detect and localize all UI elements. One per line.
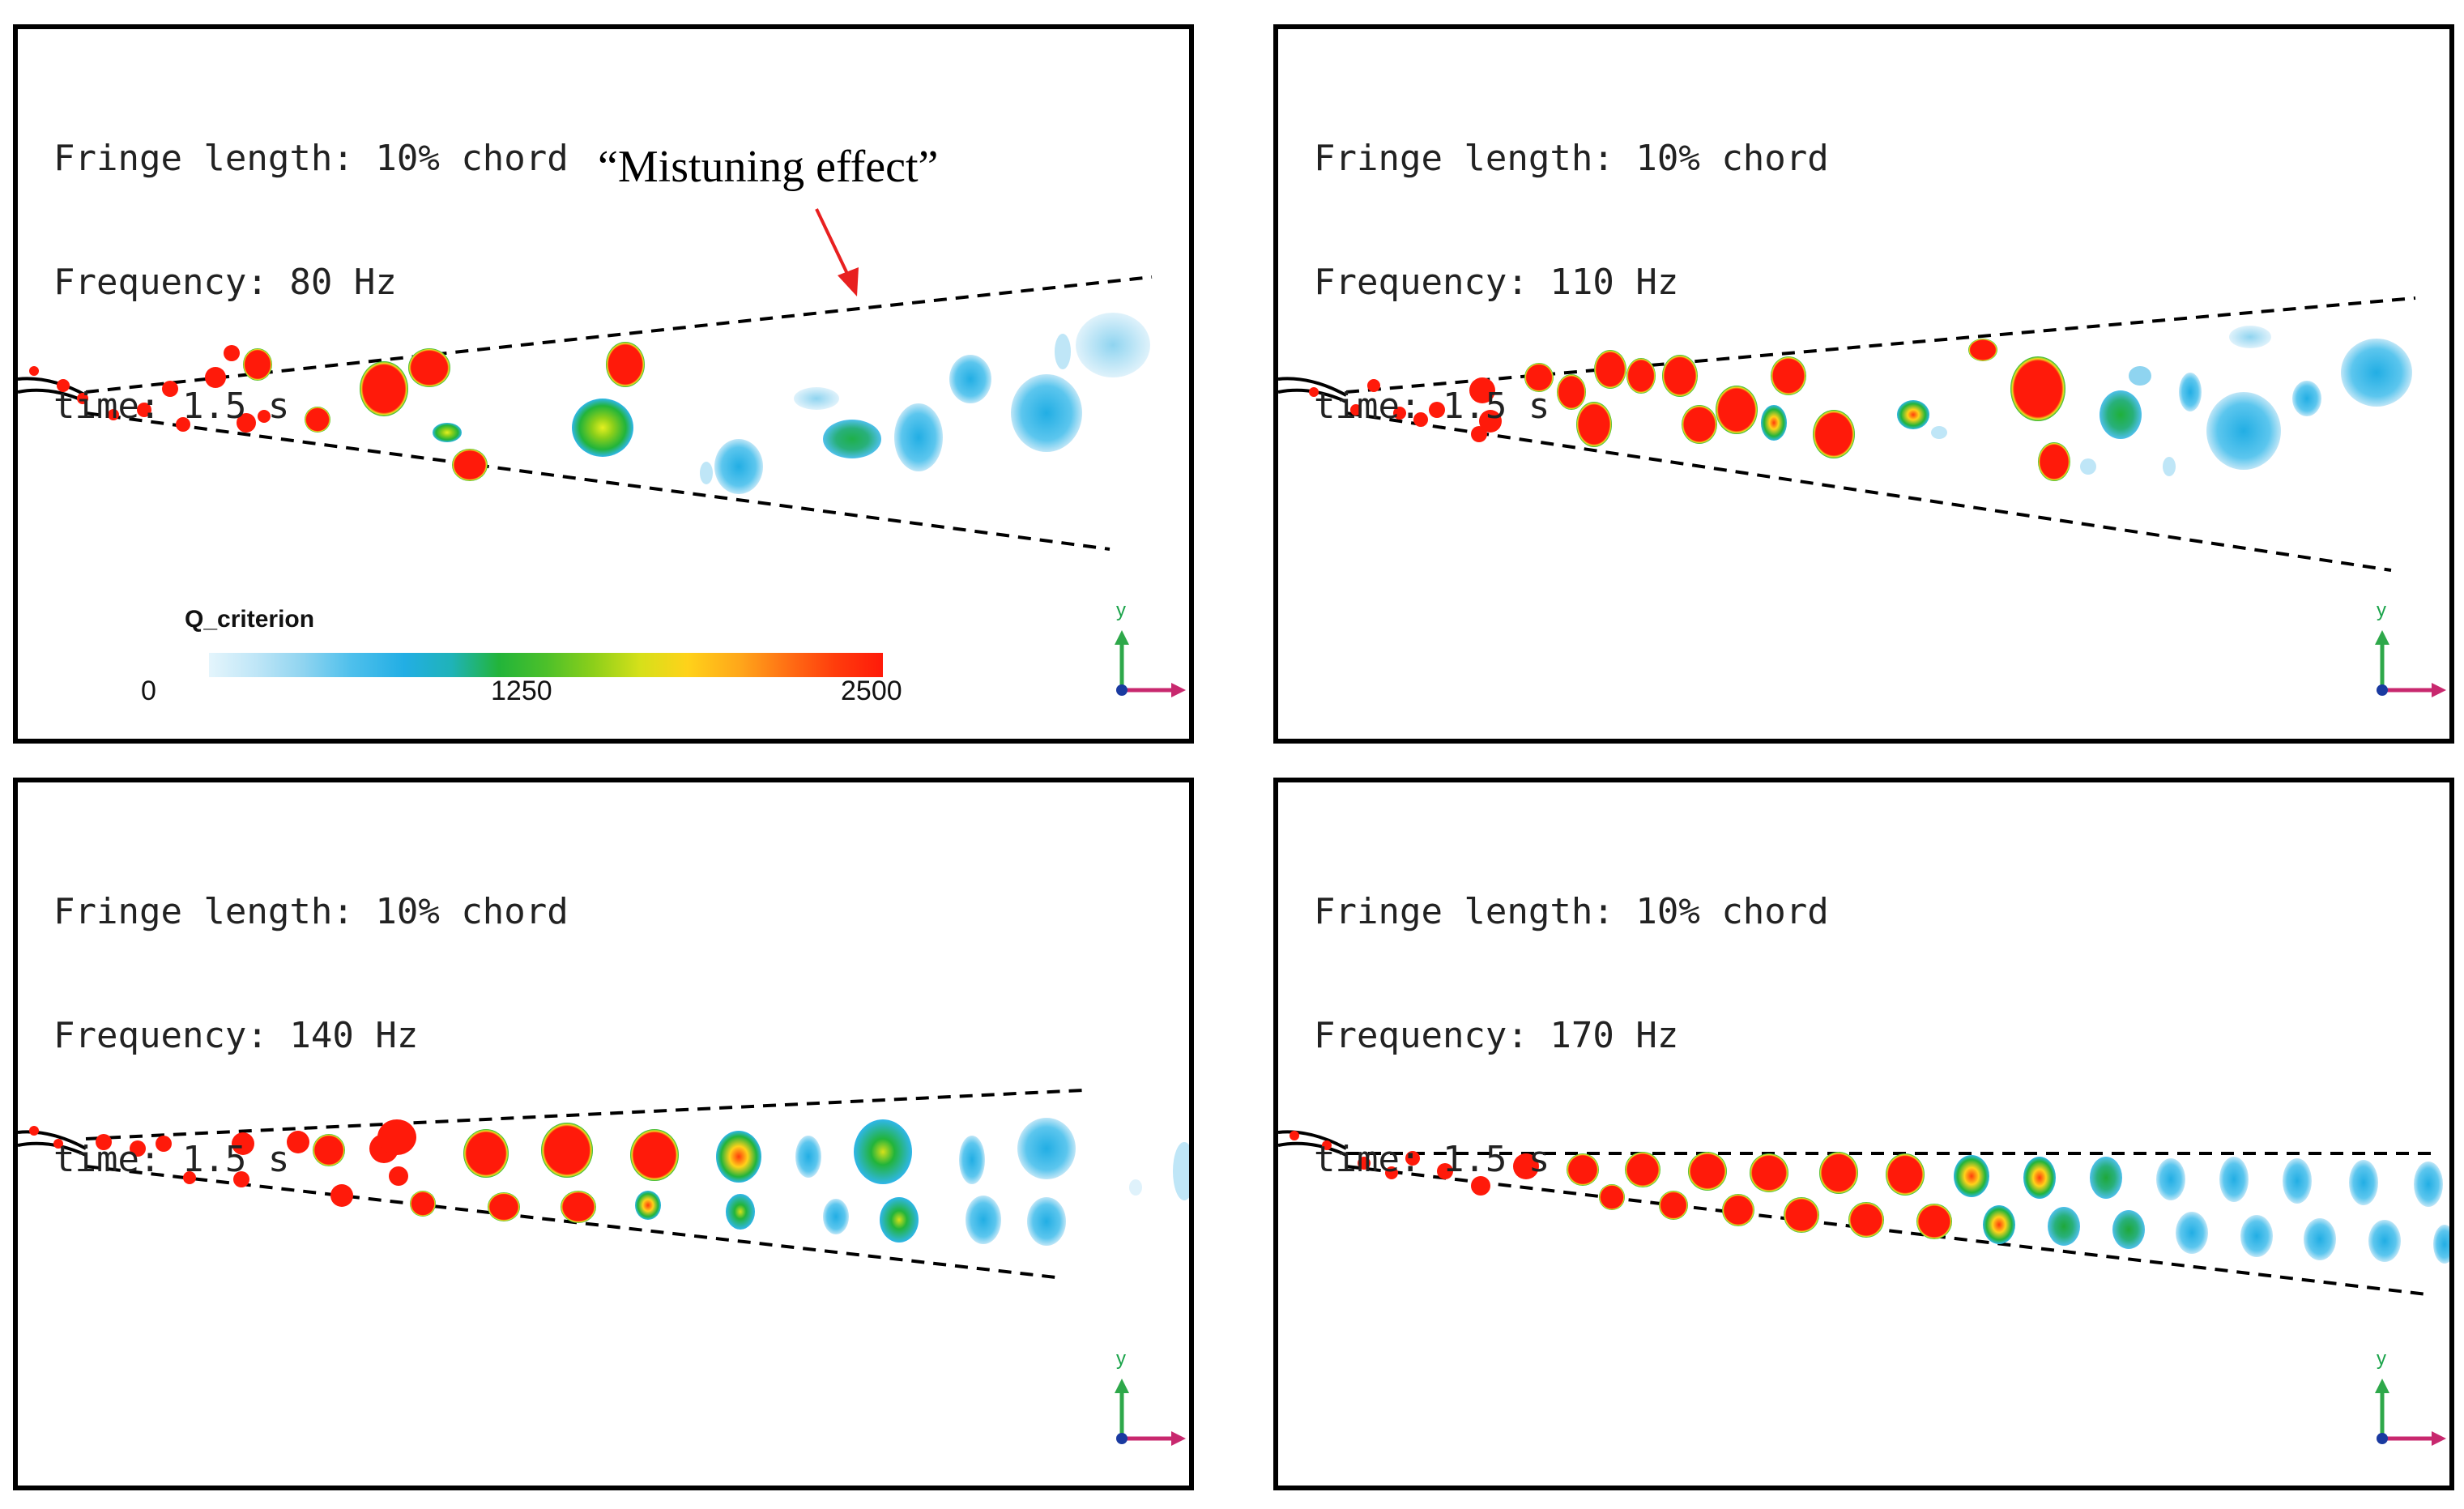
frequency-text: Frequency: 110 Hz [1314,262,1679,303]
colorbar-tick-max: 2500 [841,676,902,706]
fringe-length-text: Fringe length: 10% chord [53,138,569,179]
frequency-text: Frequency: 170 Hz [1314,1015,1679,1056]
axes-triad [2375,630,2446,697]
mistuning-effect-annotation: “Mistuning effect” [598,142,939,192]
wake-envelope-upper [1345,296,2416,394]
panel-80hz: Fringe length: 10% chord Frequency: 80 H… [13,24,1194,744]
vortex-field-170hz [1278,1130,2449,1446]
axes-triad [1115,1379,1186,1446]
vortex-cores [1309,326,2412,481]
panel-170hz: Fringe length: 10% chord Frequency: 170 … [1273,778,2454,1490]
time-text: time: 1.5 s [1314,1139,1550,1180]
axes-triad [1115,630,1186,697]
airfoil-trailing-edge [18,1130,87,1157]
annotation-arrow-head [838,267,859,296]
panel-170hz-params: Fringe length: 10% chord Frequency: 170 … [1314,808,1829,1263]
time-text: time: 1.5 s [53,386,290,427]
panel-110hz: Fringe length: 10% chord Frequency: 110 … [1273,24,2454,744]
axis-y-label: y [1116,1348,1126,1370]
airfoil-trailing-edge [1278,1130,1347,1157]
colorbar-gradient [209,653,883,677]
fringe-length-text: Fringe length: 10% chord [1314,138,1829,179]
vortex-field-110hz [1278,296,2446,697]
colorbar-title: Q_criterion [185,606,315,633]
frequency-text: Frequency: 80 Hz [53,262,397,303]
panel-80hz-params: Fringe length: 10% chord Frequency: 80 H… [53,55,569,509]
axis-y-label: y [2377,1348,2386,1370]
colorbar-tick-mid: 1250 [491,676,552,706]
fringe-length-text: Fringe length: 10% chord [1314,891,1829,932]
panel-140hz-params: Fringe length: 10% chord Frequency: 140 … [53,808,569,1263]
wake-envelope-upper [85,1089,1085,1140]
annotation-arrow-line [815,208,850,278]
frequency-text: Frequency: 140 Hz [53,1015,419,1056]
time-text: time: 1.5 s [53,1139,290,1180]
axis-y-label: y [2377,599,2386,621]
colorbar-tick-min: 0 [141,676,156,706]
vortex-field-80hz [18,208,1186,697]
time-text: time: 1.5 s [1314,386,1550,427]
vortex-field-140hz [18,1089,1189,1446]
axis-y-label: y [1116,599,1126,621]
wake-envelope-lower [1345,411,2392,572]
wake-envelope-lower [85,411,1111,551]
vortex-cores [1290,1131,2449,1264]
wake-envelope-lower [1345,1165,2428,1296]
vortex-cores [29,313,1150,494]
axes-triad [2375,1379,2446,1446]
vortex-cores [29,1118,1189,1246]
panel-110hz-params: Fringe length: 10% chord Frequency: 110 … [1314,55,1829,509]
panel-140hz: Fringe length: 10% chord Frequency: 140 … [13,778,1194,1490]
fringe-length-text: Fringe length: 10% chord [53,891,569,932]
